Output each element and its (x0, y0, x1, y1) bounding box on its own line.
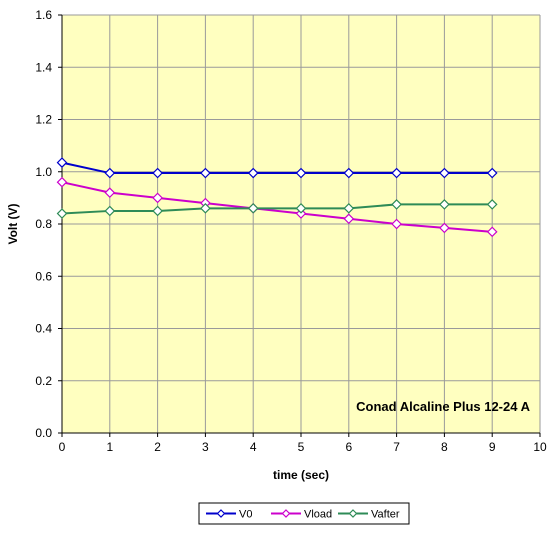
data-point (56, 176, 68, 188)
legend-item-v0: V0 (206, 509, 252, 521)
data-point (200, 167, 211, 179)
y-tick-label: 0.4 (35, 322, 52, 336)
y-tick-label: 1.2 (35, 113, 52, 127)
data-point (247, 167, 259, 179)
series-vafter (56, 199, 498, 219)
x-tick-label: 8 (441, 440, 448, 454)
x-tick-label: 5 (298, 440, 305, 454)
data-point (295, 202, 307, 214)
legend-label: Vafter (371, 509, 400, 521)
legend-item-vafter: Vafter (338, 509, 400, 521)
data-point (486, 199, 498, 210)
data-point (152, 192, 163, 204)
data-point (486, 167, 498, 179)
tick-labels: 0 1 2 3 4 5 6 7 8 9 10 0.0 0.2 0.4 0.6 0.8 1.0 1.2 1.4 1.6 (35, 8, 547, 454)
x-tick-label: 7 (393, 440, 400, 454)
x-tick-label: 3 (202, 440, 209, 454)
legend-box (198, 502, 410, 525)
series-line (61, 181, 493, 233)
y-axis-title: Volt (V) (6, 203, 20, 244)
series-v0 (56, 157, 498, 179)
data-point (343, 202, 355, 214)
x-axis-title: time (sec) (273, 468, 329, 482)
data-point (56, 157, 68, 168)
legend-swatch-marker (281, 509, 291, 518)
legend-swatch-marker (216, 509, 226, 518)
data-point (391, 218, 402, 230)
series-line (61, 161, 493, 175)
x-tick-label: 2 (154, 440, 161, 454)
data-point (439, 222, 450, 234)
data-point (295, 167, 307, 179)
chart-annotation: Conad Alcaline Plus 12-24 A (356, 399, 530, 414)
y-tick-label: 0.2 (35, 374, 52, 388)
y-tick-label: 1.6 (35, 8, 52, 22)
data-point (104, 167, 116, 179)
y-tick-label: 0.6 (35, 269, 52, 283)
legend-label: V0 (239, 509, 252, 521)
axes (58, 14, 541, 437)
data-point (486, 226, 498, 238)
series-line (61, 203, 493, 215)
data-point (200, 202, 211, 214)
x-tick-label: 10 (533, 440, 547, 454)
data-point (391, 199, 402, 210)
legend-label: Vload (304, 509, 332, 521)
data-point (104, 205, 116, 217)
x-tick-label: 1 (106, 440, 113, 454)
data-point (439, 167, 450, 179)
legend-item-vload: Vload (271, 509, 332, 521)
legend: V0 Vload Vafter (198, 502, 410, 525)
data-point (343, 167, 355, 179)
y-tick-label: 0.8 (35, 217, 52, 231)
series-group (56, 157, 498, 238)
data-point (391, 167, 402, 179)
data-point (439, 199, 450, 210)
y-tick-label: 1.4 (35, 60, 52, 74)
x-tick-label: 6 (345, 440, 352, 454)
data-point (247, 202, 259, 214)
data-point (56, 208, 68, 219)
data-point (104, 187, 116, 198)
data-point (343, 213, 355, 225)
y-tick-label: 1.0 (35, 165, 52, 179)
data-point (152, 167, 163, 179)
x-tick-label: 9 (489, 440, 496, 454)
data-point (152, 205, 163, 217)
x-tick-label: 0 (59, 440, 66, 454)
x-tick-label: 4 (250, 440, 257, 454)
y-tick-label: 0.0 (35, 426, 52, 440)
legend-swatch-marker (348, 509, 358, 518)
